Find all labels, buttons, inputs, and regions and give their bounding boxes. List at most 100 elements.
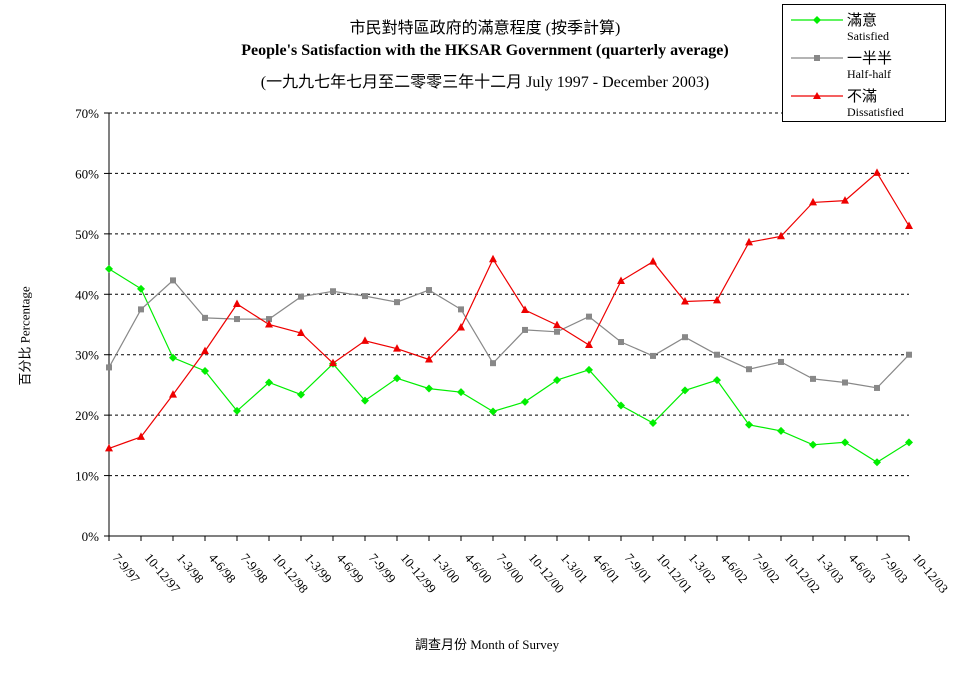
data-point-half-half — [714, 351, 720, 358]
y-tick-label: 50% — [75, 227, 99, 242]
y-tick-label: 10% — [75, 469, 99, 484]
data-point-dissatisfied — [137, 432, 145, 440]
data-point-half-half — [490, 360, 496, 367]
data-point-half-half — [170, 277, 176, 284]
data-point-half-half — [554, 328, 560, 335]
data-point-half-half — [394, 299, 400, 306]
y-tick-label: 70% — [75, 106, 99, 121]
data-point-half-half — [202, 314, 208, 321]
data-point-dissatisfied — [233, 299, 241, 307]
x-tick-label: 7-9/98 — [238, 550, 271, 586]
x-tick-label: 10-12/03 — [910, 550, 952, 596]
data-point-dissatisfied — [521, 305, 529, 313]
data-point-dissatisfied — [393, 344, 401, 352]
data-point-dissatisfied — [169, 390, 177, 398]
data-point-satisfied — [521, 397, 529, 406]
legend-marker-satisfied — [791, 16, 843, 24]
legend-label-en: Half-half — [847, 67, 891, 81]
data-point-satisfied — [841, 438, 849, 447]
data-point-dissatisfied — [329, 358, 337, 367]
chart-title: People's Satisfaction with the HKSAR Gov… — [241, 42, 729, 59]
data-point-half-half — [426, 287, 432, 294]
data-point-dissatisfied — [617, 276, 625, 284]
data-point-satisfied — [425, 384, 433, 393]
x-tick-label: 4-6/00 — [462, 550, 495, 586]
data-point-dissatisfied — [873, 168, 881, 176]
series-line-satisfied — [108, 268, 910, 464]
x-tick-label: 4-6/02 — [718, 550, 751, 586]
data-point-half-half — [298, 293, 304, 300]
x-tick-label: 7-9/02 — [750, 550, 783, 586]
x-tick-label: 7-9/01 — [622, 550, 655, 586]
data-point-half-half — [362, 293, 368, 300]
data-point-half-half — [522, 326, 528, 333]
series-line-half-half — [108, 279, 910, 389]
data-point-half-half — [842, 379, 848, 386]
data-point-satisfied — [361, 396, 369, 405]
data-point-satisfied — [201, 367, 209, 376]
data-point-dissatisfied — [553, 320, 561, 329]
data-point-satisfied — [457, 388, 465, 397]
data-point-satisfied — [137, 284, 145, 293]
legend-label-zh: 一半半 — [847, 51, 893, 67]
legend-label-zh: 滿意 — [847, 13, 878, 29]
data-point-half-half — [906, 351, 912, 358]
data-point-satisfied — [681, 386, 689, 395]
data-point-half-half — [138, 306, 144, 313]
legend-item-dissatisfied: 不滿 Dissatisfied — [783, 83, 945, 123]
data-point-satisfied — [553, 376, 561, 385]
y-tick-label: 60% — [75, 166, 99, 181]
data-point-dissatisfied — [265, 320, 273, 328]
data-point-dissatisfied — [297, 328, 305, 336]
legend-label-en: Satisfied — [847, 29, 889, 43]
legend-marker-dissatisfied — [791, 92, 843, 99]
data-point-dissatisfied — [585, 340, 593, 349]
data-point-satisfied — [713, 376, 721, 385]
data-point-satisfied — [617, 401, 625, 410]
data-point-half-half — [874, 384, 880, 391]
data-point-half-half — [682, 334, 688, 341]
x-axis-label: 調查月份 Month of Survey — [415, 637, 560, 652]
data-point-half-half — [586, 313, 592, 320]
data-point-satisfied — [585, 365, 593, 374]
legend-item-half-half: 一半半 Half-half — [783, 45, 945, 85]
data-point-dissatisfied — [681, 297, 689, 305]
x-tick-label: 7-9/03 — [878, 550, 911, 586]
data-point-satisfied — [809, 440, 817, 449]
data-point-half-half — [746, 366, 752, 373]
data-point-satisfied — [489, 407, 497, 416]
data-point-satisfied — [265, 378, 273, 387]
data-point-dissatisfied — [105, 443, 113, 452]
chart-title-chinese: 市民對特區政府的滿意程度 (按季計算) — [349, 20, 621, 37]
data-point-satisfied — [233, 406, 241, 415]
data-point-dissatisfied — [201, 346, 209, 355]
data-point-dissatisfied — [649, 257, 657, 265]
data-point-dissatisfied — [361, 336, 369, 344]
data-point-satisfied — [873, 458, 881, 467]
data-point-satisfied — [905, 438, 913, 447]
x-tick-label: 4-6/99 — [334, 550, 367, 586]
data-point-dissatisfied — [489, 254, 497, 263]
x-tick-label: 4-6/98 — [206, 550, 239, 586]
data-point-satisfied — [169, 353, 177, 362]
data-point-dissatisfied — [905, 221, 913, 230]
data-point-half-half — [650, 352, 656, 359]
legend-item-satisfied: 滿意 Satisfied — [783, 7, 945, 47]
x-tick-label: 7-9/00 — [494, 550, 527, 586]
data-point-dissatisfied — [841, 196, 849, 204]
series-line-dissatisfied — [108, 171, 910, 449]
data-point-satisfied — [745, 420, 753, 429]
data-point-half-half — [810, 375, 816, 382]
data-point-dissatisfied — [425, 355, 433, 363]
data-point-satisfied — [297, 390, 305, 399]
data-point-half-half — [330, 288, 336, 295]
y-tick-label: 0% — [82, 529, 100, 544]
x-tick-label: 4-6/01 — [590, 550, 623, 586]
data-point-half-half — [618, 339, 624, 346]
legend-label-en: Dissatisfied — [847, 105, 904, 119]
legend-marker-half-half — [791, 55, 843, 61]
data-point-dissatisfied — [745, 237, 753, 246]
data-point-dissatisfied — [809, 197, 817, 206]
data-point-half-half — [234, 316, 240, 323]
